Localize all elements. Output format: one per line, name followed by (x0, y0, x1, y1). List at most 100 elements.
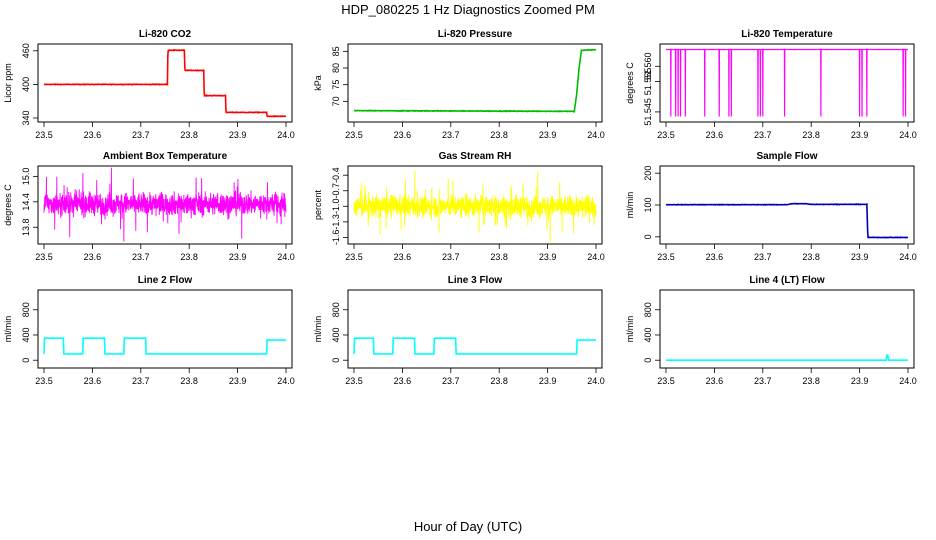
panel-8-plot-frame (347, 289, 603, 369)
panel-6-series-line (665, 202, 909, 239)
panel-3-y-tick-label: 51.555 (643, 68, 653, 96)
panel-4-x-tick-label: 23.5 (35, 252, 53, 262)
panel-4-y-tick-label: 13.8 (21, 219, 31, 237)
panel-4-x-tick-label: 23.9 (229, 252, 247, 262)
panel-1: Li-820 CO2 Licor ppm 23.5 23.6 23.7 23.8 23.9 2… (3, 29, 295, 140)
panel-5-y-tick-label: -0.7 (331, 183, 341, 199)
panel-2-y-tick-label: 80 (331, 63, 341, 73)
panel-7-x-tick-label: 23.8 (180, 376, 198, 386)
panel-7-y-tick-label: 800 (21, 302, 31, 317)
panel-8-x-tick-label: 23.6 (394, 376, 412, 386)
panel-3: Li-820 Temperature degrees C 23.5 23.6 23.7 2… (625, 29, 917, 140)
panel-2-title: Li-820 Pressure (438, 29, 513, 40)
panel-8-x-tick-label: 24.0 (587, 376, 605, 386)
panel-5-x-tick-label: 23.5 (345, 252, 363, 262)
panel-3-y-tick-label: 51.560 (643, 52, 653, 80)
panel-7: Line 2 Flow ml/min 23.5 23.6 23.7 23.8 23.9 24.… (3, 275, 295, 386)
panel-7-x-tick-label: 23.7 (132, 376, 150, 386)
panel-7-y-tick-label: 0 (21, 358, 31, 363)
panel-3-x-tick-label: 23.5 (657, 130, 675, 140)
panel-9-y-tick-label: 0 (643, 358, 653, 363)
panel-4-y-axis-label: degrees C (3, 184, 13, 226)
panel-8-y-axis-label: ml/min (313, 316, 323, 343)
panel-6-x-tick-label: 23.7 (754, 252, 772, 262)
panel-2-y-axis-label: kPa (313, 75, 323, 91)
panel-1-y-tick-label: 460 (21, 43, 31, 58)
panel-7-x-tick-label: 23.9 (229, 376, 247, 386)
panel-2-x-tick-label: 23.9 (539, 130, 557, 140)
panel-4-plot-frame (37, 165, 293, 245)
panel-3-plot-frame (659, 43, 915, 123)
panel-3-x-tick-label: 23.6 (706, 130, 724, 140)
panel-4-x-tick-label: 23.8 (180, 252, 198, 262)
panel-6-plot-frame (659, 165, 915, 245)
panel-3-y-axis-label: degrees C (625, 62, 635, 104)
panel-grid: Li-820 CO2 Licor ppm 23.5 23.6 23.7 23.8 23.9 2… (3, 29, 917, 386)
panel-2-x-tick-label: 23.8 (490, 130, 508, 140)
panel-3-x-tick-label: 23.7 (754, 130, 772, 140)
panel-7-y-axis-label: ml/min (3, 316, 13, 343)
panel-6-x-tick-label: 23.5 (657, 252, 675, 262)
panel-1-x-tick-label: 24.0 (277, 130, 295, 140)
panel-3-series-line (666, 48, 908, 117)
panel-6-x-tick-label: 23.6 (706, 252, 724, 262)
panel-8-x-tick-label: 23.8 (490, 376, 508, 386)
panel-7-title: Line 2 Flow (138, 275, 193, 286)
panel-8-x-tick-label: 23.7 (442, 376, 460, 386)
panel-7-x-tick-label: 24.0 (277, 376, 295, 386)
panel-9-plot-frame (659, 289, 915, 369)
panel-5-x-tick-label: 23.6 (394, 252, 412, 262)
figure-x-axis-label: Hour of Day (UTC) (414, 519, 522, 534)
panel-8: Line 3 Flow ml/min 23.5 23.6 23.7 23.8 23.9 24.… (313, 275, 605, 386)
panel-9-x-tick-label: 24.0 (899, 376, 917, 386)
panel-7-plot-frame (37, 289, 293, 369)
panel-4-x-tick-label: 23.7 (132, 252, 150, 262)
panel-5-x-tick-label: 24.0 (587, 252, 605, 262)
panel-5: Gas Stream RH percent 23.5 23.6 23.7 23.8 23.9… (313, 151, 605, 262)
panel-7-y-tick-label: 400 (21, 327, 31, 342)
panel-1-y-axis-label: Licor ppm (3, 63, 13, 103)
panel-1-x-tick-label: 23.6 (84, 130, 102, 140)
panel-6-x-tick-label: 23.9 (851, 252, 869, 262)
panel-6-y-tick-label: 100 (643, 197, 653, 212)
panel-2-x-tick-label: 23.5 (345, 130, 363, 140)
panel-8-series-line (353, 337, 596, 355)
panel-5-x-tick-label: 23.9 (539, 252, 557, 262)
panel-5-y-tick-label: -0.4 (331, 167, 341, 183)
panel-9-x-tick-label: 23.7 (754, 376, 772, 386)
panel-5-y-tick-label: -1.3 (331, 214, 341, 230)
panel-4-y-tick-label: 14.4 (21, 193, 31, 211)
panel-6-x-tick-label: 23.8 (802, 252, 820, 262)
panel-2-plot-frame (347, 43, 603, 123)
panel-9-x-tick-label: 23.8 (802, 376, 820, 386)
panel-2-y-tick-label: 85 (331, 46, 341, 56)
panel-9-x-tick-label: 23.6 (706, 376, 724, 386)
panel-2-x-tick-label: 23.6 (394, 130, 412, 140)
panel-8-title: Line 3 Flow (448, 275, 503, 286)
panel-3-x-tick-label: 24.0 (899, 130, 917, 140)
panel-5-y-tick-label: -1.0 (331, 199, 341, 215)
panel-1-x-tick-label: 23.5 (35, 130, 53, 140)
panel-5-x-tick-label: 23.7 (442, 252, 460, 262)
panel-3-y-tick-label: 51.545 (643, 98, 653, 126)
panel-1-y-tick-label: 340 (21, 110, 31, 125)
panel-1-series-line (43, 48, 287, 118)
panel-6-y-tick-label: 200 (643, 166, 653, 181)
page-title: HDP_080225 1 Hz Diagnostics Zoomed PM (341, 2, 595, 17)
panel-5-x-tick-label: 23.8 (490, 252, 508, 262)
panel-8-x-tick-label: 23.9 (539, 376, 557, 386)
panel-1-x-tick-label: 23.7 (132, 130, 150, 140)
panel-9-y-tick-label: 400 (643, 327, 653, 342)
panel-9-series-line (666, 354, 908, 362)
panel-1-title: Li-820 CO2 (139, 29, 192, 40)
panel-2-x-tick-label: 23.7 (442, 130, 460, 140)
panel-8-y-tick-label: 0 (331, 358, 341, 363)
panel-6-title: Sample Flow (756, 151, 817, 162)
panel-9: Line 4 (LT) Flow ml/min 23.5 23.6 23.7 23.8 23… (625, 275, 917, 386)
panel-4: Ambient Box Temperature degrees C 23.5 23.6… (3, 151, 295, 262)
panel-1-plot-frame (37, 43, 293, 123)
panel-2-y-tick-label: 75 (331, 80, 341, 90)
panel-2-series-line (353, 48, 597, 113)
panel-5-title: Gas Stream RH (439, 151, 512, 162)
